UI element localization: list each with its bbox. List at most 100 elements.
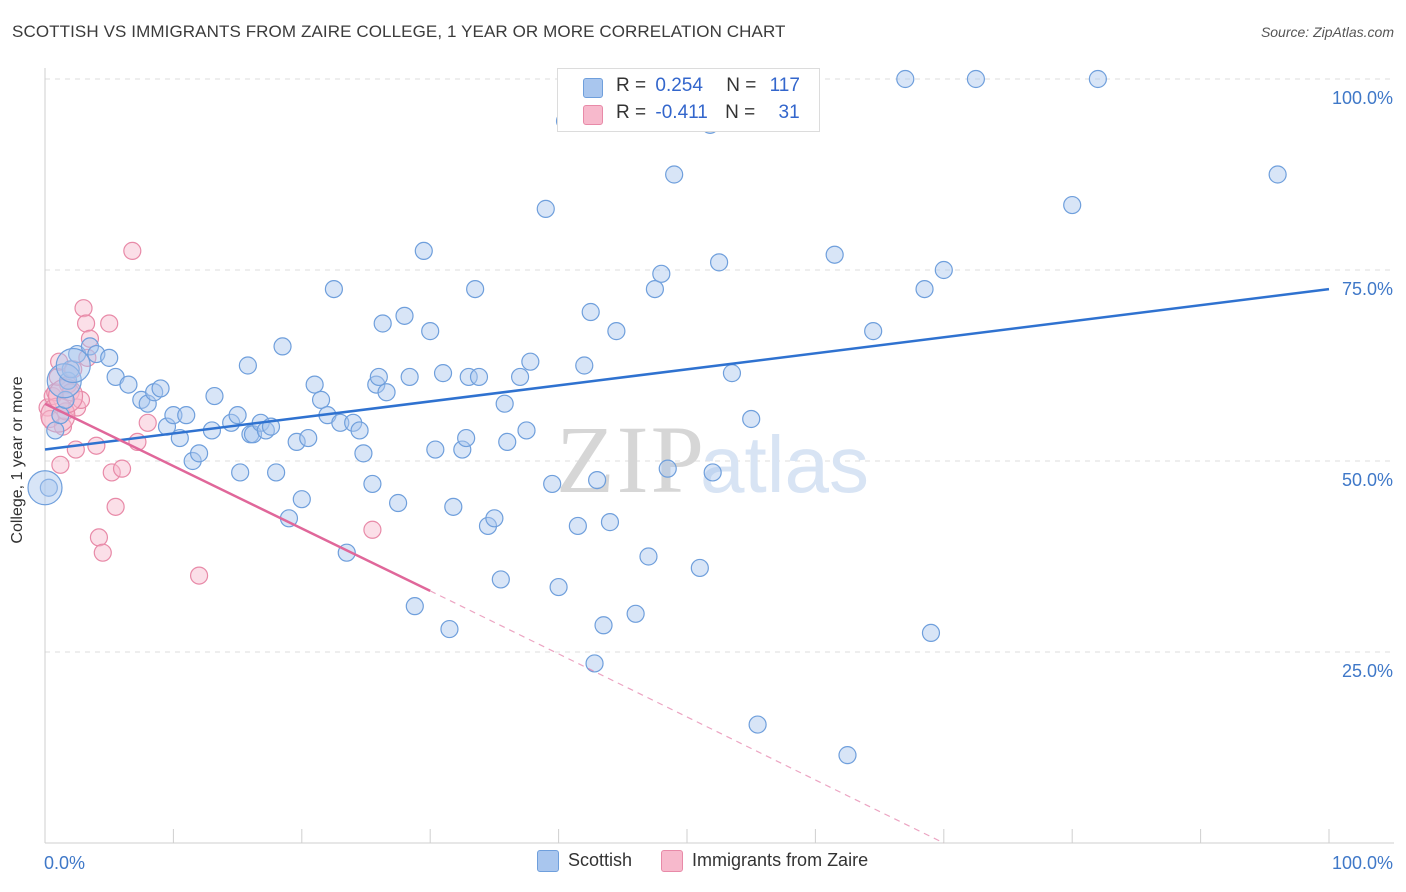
y-axis-label: College, 1 year or more (9, 376, 26, 544)
scottish-point (421, 322, 440, 341)
scottish-point (521, 352, 540, 371)
scottish-point (626, 604, 645, 623)
scottish-point (896, 69, 915, 89)
scottish-point (536, 199, 555, 218)
scottish-point (440, 619, 459, 639)
legend-swatch-scottish (583, 78, 603, 98)
scottish-point (164, 406, 183, 425)
scottish-point (59, 371, 78, 390)
scottish-point (581, 302, 600, 322)
x-tick-label: 100.0% (1332, 853, 1393, 873)
source-credit: Source: ZipAtlas.com (1260, 24, 1394, 40)
y-tick-label: 100.0% (1332, 88, 1393, 108)
scottish-point (594, 616, 613, 635)
scottish-point (444, 497, 463, 516)
legend-r-label: R = (616, 102, 647, 123)
y-tick-label: 75.0% (1342, 279, 1393, 299)
scottish-point (405, 597, 424, 616)
zaire-point (71, 390, 91, 409)
legend-n-value: 31 (778, 102, 800, 123)
scottish-point (915, 280, 934, 299)
scottish-point (543, 474, 562, 494)
scottish-point (331, 413, 350, 432)
scottish-point (56, 390, 75, 409)
scottish-point (568, 516, 587, 536)
scottish-point (478, 516, 498, 536)
scottish-point (510, 367, 530, 387)
scottish-trend-line (44, 287, 1330, 451)
scottish-point (189, 444, 209, 463)
scottish-point (39, 478, 58, 497)
trend-lines (44, 287, 1330, 844)
legend-item-scottish: Scottish (537, 850, 632, 873)
scottish-point (292, 490, 311, 509)
scottish-point (373, 314, 392, 333)
scottish-point (549, 577, 568, 597)
zaire-point (87, 436, 106, 455)
scottish-point (469, 367, 489, 387)
zaire-point (138, 413, 157, 432)
scottish-point (354, 444, 373, 463)
scottish-point (466, 280, 485, 299)
legend-r-label: R = (616, 75, 647, 96)
legend-swatch-scottish (537, 850, 559, 873)
zaire-point (74, 299, 93, 318)
scottish-point (742, 409, 761, 429)
zaire-point (78, 348, 97, 367)
zaire-trend-line (44, 402, 431, 593)
zaire-point (363, 520, 382, 539)
legend-swatch-zaire (583, 105, 603, 125)
scottish-point (395, 306, 414, 325)
chart-title: SCOTTISH VS IMMIGRANTS FROM ZAIRE COLLEG… (12, 22, 786, 41)
correlation-legend: R = 0.254 N = 117 R = -0.411 N = 31 (557, 68, 820, 132)
scottish-point (369, 367, 388, 387)
scottish-point (287, 432, 306, 451)
scottish-point (600, 513, 620, 532)
zaire-point (76, 314, 96, 333)
scottish-point (453, 440, 472, 459)
scottish-point (363, 474, 382, 494)
scottish-point (457, 428, 476, 448)
zaire-point (106, 497, 125, 516)
scottish-point-large (27, 470, 63, 506)
scottish-point-large (55, 347, 91, 384)
scottish-point (305, 375, 324, 394)
scottish-point (934, 260, 953, 280)
scottish-point (205, 386, 224, 406)
scottish-point (748, 715, 767, 734)
zaire-point (51, 455, 70, 474)
scottish-point (491, 570, 510, 589)
axes (44, 68, 1394, 844)
scottish-point (1063, 195, 1082, 215)
scottish-point (46, 421, 65, 440)
scottish-point (838, 746, 857, 765)
scottish-point (138, 394, 157, 413)
scottish-point (966, 69, 986, 89)
scottish-point (703, 463, 722, 482)
legend-n-label: N = (726, 75, 757, 96)
scottish-point (585, 654, 604, 673)
watermark-zip: ZIP (556, 406, 706, 513)
scottish-points (27, 69, 1287, 765)
scottish-point (344, 413, 363, 432)
watermark-atlas: atlas (700, 420, 869, 509)
scottish-point (267, 463, 286, 482)
legend-n-label: N = (725, 102, 756, 123)
scottish-point (389, 493, 408, 513)
scottish-point (485, 509, 504, 528)
zaire-point (189, 566, 209, 585)
scottish-point (517, 421, 536, 440)
scottish-point (1088, 69, 1107, 89)
scottish-point (498, 432, 517, 451)
scottish-point (459, 367, 478, 387)
scottish-point (183, 451, 202, 471)
scottish-point (299, 428, 318, 448)
scottish-point (607, 322, 626, 341)
scottish-point (588, 471, 607, 490)
scottish-point (722, 364, 742, 383)
scottish-point (311, 390, 331, 409)
scottish-point (652, 264, 671, 283)
scottish-point (921, 623, 941, 643)
scottish-point (414, 241, 433, 260)
